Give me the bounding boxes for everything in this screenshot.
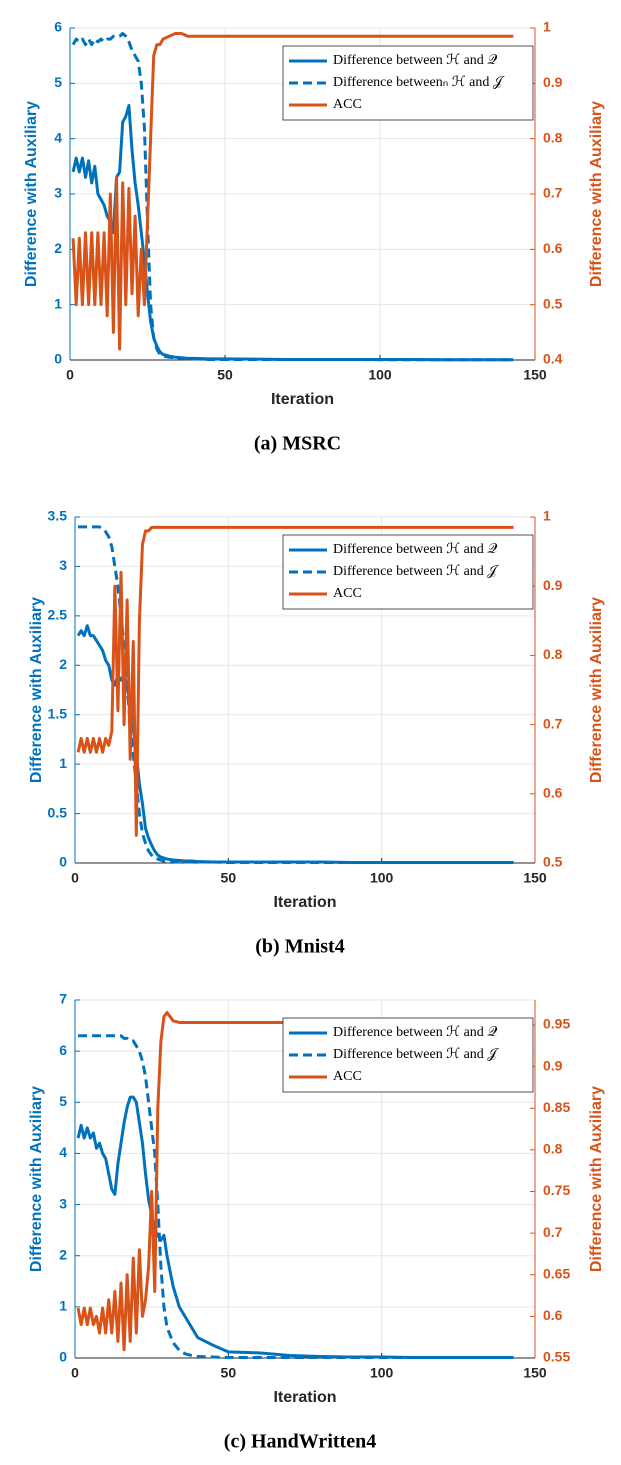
series-line xyxy=(78,1034,514,1359)
y2-tick-label: 0.8 xyxy=(543,1141,563,1157)
x-tick-label: 50 xyxy=(221,870,237,886)
y-tick-label: 2 xyxy=(59,1246,67,1262)
y-tick-label: 5 xyxy=(54,74,62,90)
y-axis-label: Difference with Auxiliary xyxy=(28,1086,45,1272)
x-tick-label: 0 xyxy=(66,367,74,383)
y2-axis-label: Difference with Auxiliary xyxy=(588,101,605,287)
x-tick-label: 0 xyxy=(71,870,79,886)
x-tick-label: 150 xyxy=(523,870,547,886)
y2-tick-label: 0.7 xyxy=(543,715,563,731)
legend-label: Difference between ℋ and 𝒥 xyxy=(333,1047,499,1062)
y2-axis-label: Difference with Auxiliary xyxy=(588,597,605,783)
y-tick-label: 2 xyxy=(59,656,67,672)
y-axis-label: Difference with Auxiliary xyxy=(23,101,40,287)
y-tick-label: 3 xyxy=(59,1195,67,1211)
y2-tick-label: 1 xyxy=(543,508,551,524)
series-line xyxy=(71,103,514,362)
x-tick-label: 50 xyxy=(221,1365,237,1381)
y2-tick-label: 0.7 xyxy=(543,1224,563,1240)
y2-tick-label: 0.5 xyxy=(543,295,563,311)
y-axis-label: Difference with Auxiliary xyxy=(28,597,45,783)
y-tick-label: 5 xyxy=(59,1093,67,1109)
x-tick-label: 100 xyxy=(368,367,392,383)
y-tick-label: 1 xyxy=(54,295,62,311)
y-tick-label: 0 xyxy=(54,351,62,367)
series-line xyxy=(76,1095,514,1359)
y-tick-label: 6 xyxy=(54,19,62,35)
series-line xyxy=(78,525,514,865)
x-axis-label: Iteration xyxy=(273,1389,336,1406)
x-tick-label: 50 xyxy=(217,367,233,383)
y2-tick-label: 0.85 xyxy=(543,1099,570,1115)
y-tick-label: 4 xyxy=(54,129,62,145)
series-line xyxy=(76,525,514,837)
y-tick-label: 7 xyxy=(59,991,67,1007)
y2-tick-label: 1 xyxy=(543,19,551,35)
y-tick-label: 1.5 xyxy=(48,705,68,721)
y-tick-label: 1 xyxy=(59,1298,67,1314)
y2-tick-label: 0.9 xyxy=(543,577,563,593)
y-tick-label: 0 xyxy=(59,1349,67,1365)
y2-tick-label: 0.5 xyxy=(543,854,563,870)
y2-tick-label: 0.65 xyxy=(543,1265,570,1281)
y-tick-label: 6 xyxy=(59,1042,67,1058)
y2-tick-label: 0.75 xyxy=(543,1182,570,1198)
x-axis-label: Iteration xyxy=(273,894,336,911)
y2-tick-label: 0.4 xyxy=(543,351,563,367)
legend-label: Difference between ℋ and 𝒬 xyxy=(333,1025,497,1040)
y2-tick-label: 0.6 xyxy=(543,785,563,801)
y2-tick-label: 0.9 xyxy=(543,1057,563,1073)
y2-tick-label: 0.6 xyxy=(543,1307,563,1323)
x-tick-label: 150 xyxy=(523,367,547,383)
chart-caption: (a) MSRC xyxy=(254,433,341,455)
y-tick-label: 3 xyxy=(59,557,67,573)
legend-label: ACC xyxy=(333,586,362,601)
y2-tick-label: 0.9 xyxy=(543,74,563,90)
y2-tick-label: 0.55 xyxy=(543,1349,570,1365)
y-tick-label: 2.5 xyxy=(48,607,68,623)
legend-label: Difference between ℋ and 𝒬 xyxy=(333,53,497,68)
series-line xyxy=(71,32,514,351)
y2-tick-label: 0.6 xyxy=(543,240,563,256)
y-tick-label: 0 xyxy=(59,854,67,870)
y2-tick-label: 0.8 xyxy=(543,646,563,662)
legend-label: Difference between ℋ and 𝒬 xyxy=(333,542,497,557)
y-tick-label: 2 xyxy=(54,240,62,256)
x-tick-label: 0 xyxy=(71,1365,79,1381)
chart-caption: (c) HandWritten4 xyxy=(224,1431,376,1453)
series-line xyxy=(71,32,514,362)
x-axis-label: Iteration xyxy=(271,391,334,408)
y-tick-label: 0.5 xyxy=(48,804,68,820)
y2-tick-label: 0.7 xyxy=(543,185,563,201)
y-tick-label: 3 xyxy=(54,185,62,201)
x-tick-label: 100 xyxy=(370,1365,394,1381)
legend-label: ACC xyxy=(333,1069,362,1084)
y2-tick-label: 0.95 xyxy=(543,1016,570,1032)
y-tick-label: 4 xyxy=(59,1144,67,1160)
y-tick-label: 3.5 xyxy=(48,508,68,524)
y2-axis-label: Difference with Auxiliary xyxy=(588,1086,605,1272)
x-tick-label: 150 xyxy=(523,1365,547,1381)
x-tick-label: 100 xyxy=(370,870,394,886)
legend-label: Difference betweenₙ ℋ and 𝒥 xyxy=(333,75,505,90)
y2-tick-label: 0.8 xyxy=(543,129,563,145)
chart-caption: (b) Mnist4 xyxy=(255,936,344,958)
y-tick-label: 1 xyxy=(59,755,67,771)
legend-label: ACC xyxy=(333,97,362,112)
legend-label: Difference between ℋ and 𝒥 xyxy=(333,564,499,579)
series-line xyxy=(76,1010,514,1352)
